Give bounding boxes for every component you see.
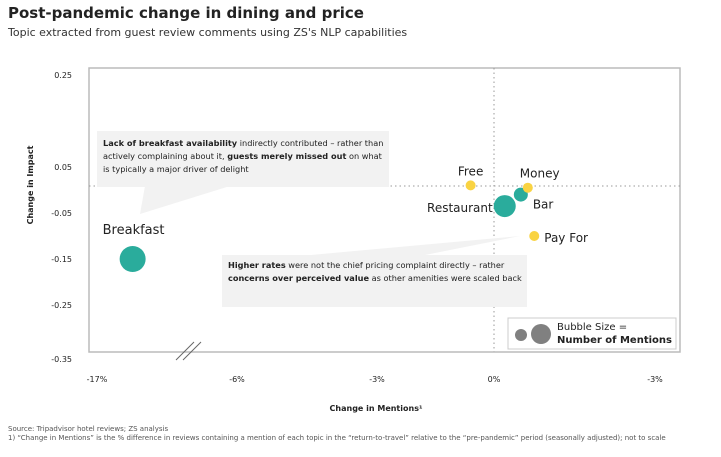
legend-line1: Bubble Size = [557, 322, 627, 333]
point-label: Breakfast [103, 223, 165, 238]
plot-area [88, 67, 681, 353]
callout-price-text1: were not the chief pricing complaint dir… [285, 260, 505, 270]
bubble-breakfast [119, 246, 146, 272]
footnote: 1) “Change in Mentions” is the % differe… [8, 434, 666, 442]
y-tick-label: -0.35 [51, 355, 72, 364]
axis-break-icon [175, 341, 202, 361]
point-label: Bar [533, 198, 554, 212]
callout-price: Higher rates were not the chief pricing … [222, 236, 527, 307]
callout-breakfast-text1: indirectly contributed – rather than act… [103, 138, 384, 161]
y-tick-label: -0.05 [51, 209, 72, 218]
callout-breakfast-text2: on what is typically a major driver of d… [103, 151, 382, 174]
x-tick-label: -3% [647, 375, 663, 384]
x-tick-label: -6% [229, 375, 245, 384]
legend: Bubble Size = Number of Mentions [507, 317, 677, 350]
x-tick-label: -3% [369, 375, 385, 384]
x-tick-label: -17% [87, 375, 108, 384]
y-tick-label: -0.25 [51, 301, 72, 310]
bubble-money [522, 182, 533, 193]
y-tick-label: 0.05 [54, 163, 72, 172]
bubble-free [465, 180, 476, 191]
callout-price-text2: as other amenities were scaled back [369, 273, 522, 283]
callout-price-bold2: concerns over perceived value [228, 273, 370, 283]
bubble-pay-for [529, 231, 540, 241]
source-note: Source: Tripadvisor hotel reviews; ZS an… [8, 425, 169, 433]
legend-small-bubble [515, 329, 527, 341]
callout-price-bold1: Higher rates [228, 260, 286, 270]
bubble-restaurant [493, 195, 516, 218]
point-label: Money [520, 167, 560, 181]
legend-large-bubble [531, 324, 551, 344]
point-label: Free [458, 164, 483, 178]
x-tick-label: 0% [488, 375, 501, 384]
point-label: Pay For [544, 231, 588, 245]
chart-subtitle: Topic extracted from guest review commen… [8, 26, 408, 39]
y-tick-label: 0.25 [54, 71, 72, 80]
y-axis-label: Change in Impact [26, 145, 35, 224]
point-label: Restaurant [427, 201, 493, 215]
callout-breakfast-bold2: guests merely missed out [227, 151, 347, 161]
callout-breakfast-bold1: Lack of breakfast availability [103, 138, 238, 148]
legend-line2: Number of Mentions [557, 335, 672, 346]
callout-breakfast: Lack of breakfast availability indirectl… [97, 131, 389, 214]
scatter-plot: -17% -6% -3% 0% -3% 0.25 0.05 -0.05 -0.15 -0.25 -0… [26, 67, 681, 413]
x-axis-label: Change in Mentions¹ [330, 404, 423, 413]
y-tick-label: -0.15 [51, 255, 72, 264]
chart-title: Post-pandemic change in dining and price [8, 4, 364, 22]
